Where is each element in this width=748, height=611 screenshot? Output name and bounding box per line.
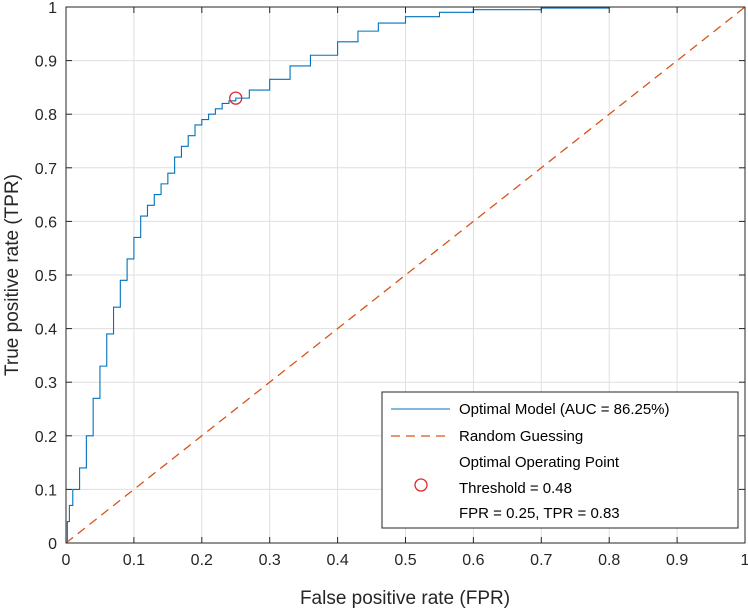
x-tick-label: 0.1 [123, 552, 145, 569]
x-tick-label: 0 [62, 552, 71, 569]
legend-entry-operating-point-line1: Optimal Operating Point [459, 454, 620, 471]
y-tick-label: 0.3 [35, 375, 57, 392]
series-line-random-guessing [65, 6, 746, 544]
x-tick-label: 0.7 [530, 552, 552, 569]
y-tick-label: 0.7 [35, 161, 57, 178]
y-tick-label: 0.5 [35, 268, 57, 285]
x-tick-label: 0.3 [259, 552, 281, 569]
legend-entry-random-guessing: Random Guessing [459, 428, 583, 445]
legend: Optimal Model (AUC = 86.25%) Random Gues… [381, 391, 739, 529]
y-tick-label: 0.4 [35, 322, 57, 339]
series-group [65, 6, 746, 544]
legend-marker-operating-point [414, 478, 428, 492]
x-axis-label: False positive rate (FPR) [300, 588, 510, 609]
x-tick-label: 0.2 [191, 552, 213, 569]
series-line-optimal-model [66, 6, 745, 544]
y-tick-label: 0.2 [35, 429, 57, 446]
y-tick-label: 0.9 [35, 54, 57, 71]
axis-ticks [65, 6, 746, 544]
x-tick-label: 0.5 [394, 552, 416, 569]
legend-entry-optimal-model: Optimal Model (AUC = 86.25%) [459, 401, 670, 418]
y-axis-label: True positive rate (TPR) [2, 174, 23, 376]
y-tick-label: 0.1 [35, 482, 57, 499]
y-tick-label: 0.6 [35, 214, 57, 231]
tick-labels: 0 0.1 0.2 0.3 0.4 0.5 0.6 0.7 0.8 0.9 1 0 0.1 0.2 0.3 0… [35, 0, 748, 569]
y-tick-label: 0 [48, 536, 57, 553]
legend-entry-operating-point-line2: Threshold = 0.48 [459, 480, 572, 497]
legend-entry-operating-point-line3: FPR = 0.25, TPR = 0.83 [459, 505, 620, 522]
x-tick-label: 0.9 [666, 552, 688, 569]
x-tick-label: 1 [741, 552, 748, 569]
operating-point-marker [229, 91, 243, 105]
x-tick-label: 0.4 [326, 552, 348, 569]
y-tick-label: 0.8 [35, 107, 57, 124]
x-tick-label: 0.8 [598, 552, 620, 569]
x-tick-label: 0.6 [462, 552, 484, 569]
legend-box [381, 391, 739, 529]
y-tick-label: 1 [48, 0, 57, 17]
